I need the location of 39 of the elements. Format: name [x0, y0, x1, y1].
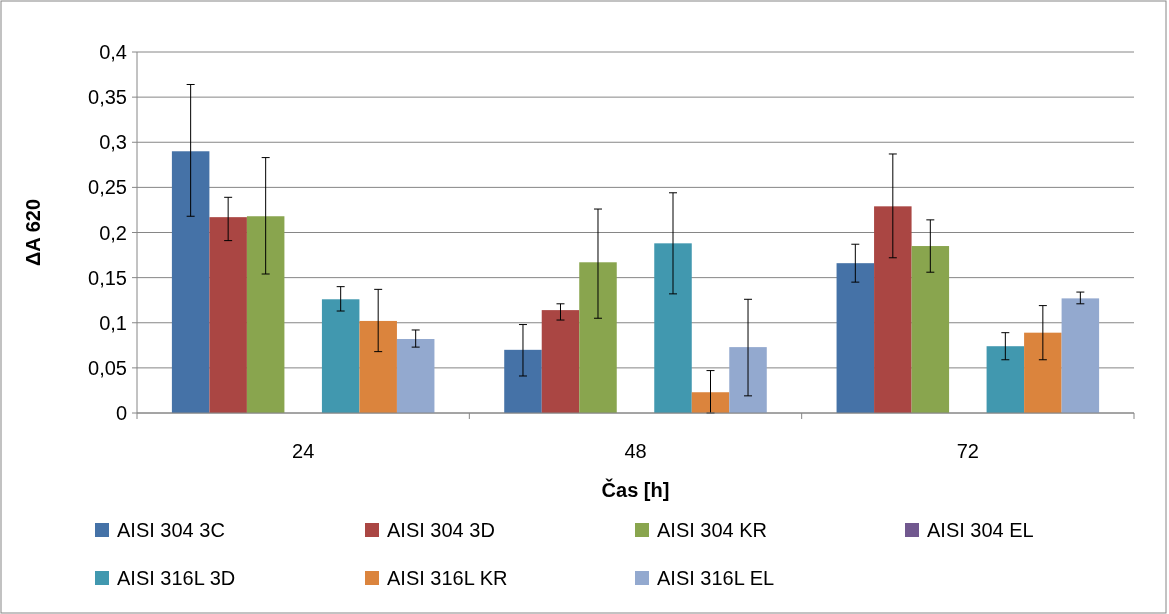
bar: [836, 263, 875, 413]
bar: [1024, 332, 1062, 413]
x-tick-label: 48: [624, 440, 647, 462]
bar: [359, 320, 397, 413]
bar: [209, 217, 247, 413]
y-tick-label: 0,3: [99, 131, 127, 154]
y-tick-label: 0,35: [88, 86, 127, 109]
bar: [579, 262, 617, 413]
bar: [246, 216, 285, 413]
legend-label: AISI 304 3D: [387, 519, 495, 541]
bar: [654, 243, 692, 413]
legend-label: AISI 316L KR: [387, 567, 508, 589]
legend-label: AISI 304 KR: [657, 519, 768, 541]
bar: [541, 310, 580, 413]
legend-label: AISI 304 3C: [117, 519, 225, 541]
bar: [504, 349, 542, 413]
bar: [691, 392, 730, 413]
bar: [986, 346, 1025, 413]
y-tick-label: 0,15: [88, 266, 127, 289]
legend-label: AISI 316L EL: [657, 567, 775, 589]
bar: [874, 206, 912, 413]
y-tick-label: 0,05: [88, 356, 127, 379]
y-tick-label: 0,1: [99, 311, 127, 334]
y-tick-label: 0,2: [99, 221, 127, 244]
bar: [321, 299, 360, 413]
y-tick-label: 0,25: [88, 176, 127, 199]
legend-label: AISI 316L 3D: [117, 567, 236, 589]
x-tick-label: 24: [292, 440, 315, 462]
y-axis-title: ΔA 620: [22, 198, 44, 267]
bar: [729, 347, 767, 413]
bar: [1061, 298, 1100, 413]
x-axis-title: Čas [h]: [601, 478, 670, 501]
y-tick-label: 0: [115, 402, 127, 424]
y-tick-label: 0,4: [99, 41, 127, 63]
legend-label: AISI 304 EL: [927, 519, 1034, 541]
bar: [911, 246, 950, 413]
x-tick-label: 72: [956, 440, 979, 462]
bar: [171, 151, 210, 413]
bar: [396, 339, 435, 413]
